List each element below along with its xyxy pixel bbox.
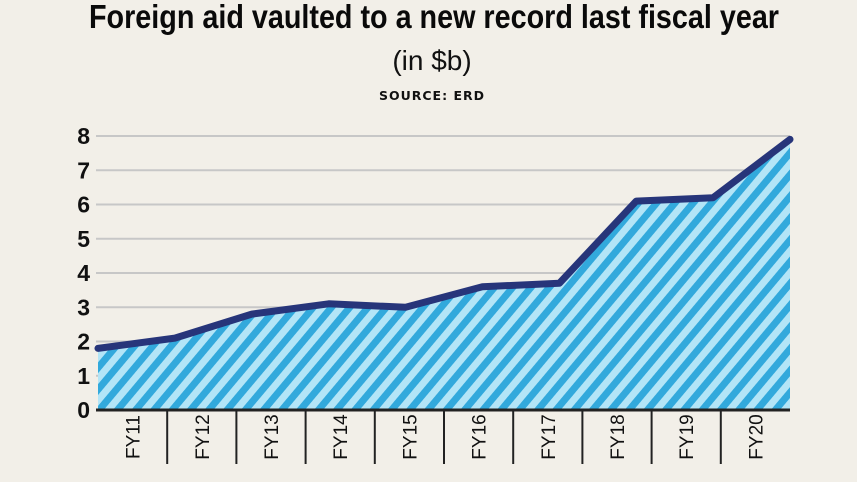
y-tick-label: 6 [77,192,90,218]
chart-source: SOURCE: ERD [379,88,485,103]
x-axis: FY11 FY12 FY13 FY14 FY15 FY16 FY17 FY18 FY19 FY20 [96,408,790,464]
y-tick-label: 1 [77,363,90,389]
x-tick-label: FY13 [262,414,283,459]
y-tick-label: 2 [77,329,90,355]
y-tick-label: 3 [77,294,90,320]
area-series [94,135,794,410]
x-tick-label: FY19 [677,414,698,459]
series-line [94,135,794,352]
y-tick-label: 0 [77,397,90,423]
x-tick-label: FY11 [124,415,145,459]
y-tick-label: 8 [77,123,90,149]
y-axis-ticks: 0 1 2 3 4 5 6 7 8 [77,123,90,423]
chart-title: Foreign aid vaulted to a new record last… [89,0,779,35]
x-tick-label: FY14 [331,414,352,460]
x-tick-label: FY15 [400,414,421,459]
x-tick-label: FY18 [608,414,629,459]
x-tick-label: FY16 [470,414,491,459]
chart-subtitle: (in $b) [392,45,471,76]
x-tick-label: FY17 [539,414,560,459]
y-tick-label: 7 [77,157,90,183]
x-tick-label: FY12 [193,414,214,459]
area-fill [98,139,790,410]
y-tick-label: 4 [77,260,90,286]
x-tick-label: FY20 [746,414,767,459]
y-tick-label: 5 [77,226,90,252]
